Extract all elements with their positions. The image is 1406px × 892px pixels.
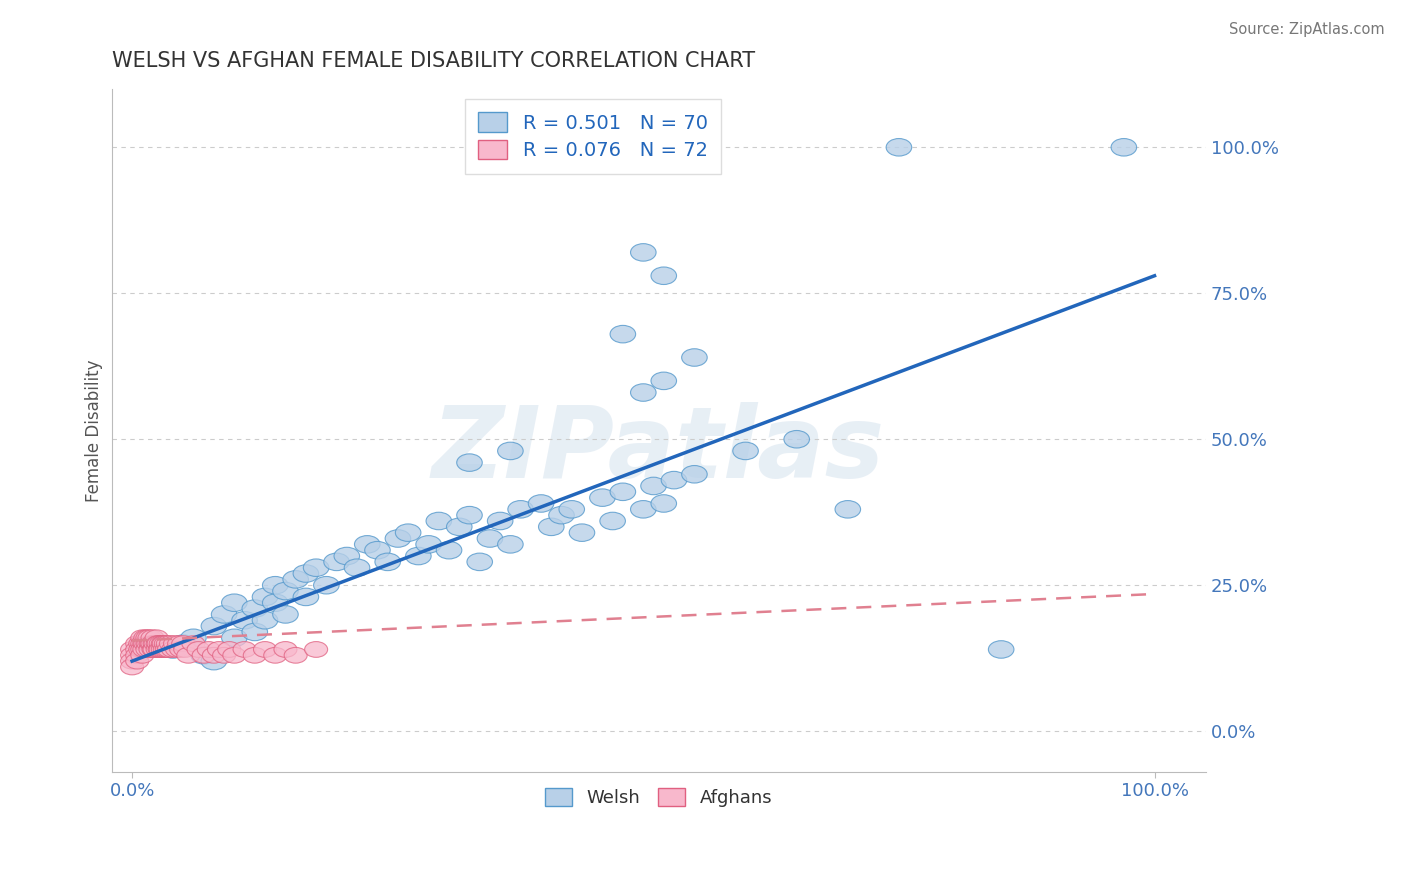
Text: Source: ZipAtlas.com: Source: ZipAtlas.com xyxy=(1229,22,1385,37)
Y-axis label: Female Disability: Female Disability xyxy=(86,359,103,501)
Text: WELSH VS AFGHAN FEMALE DISABILITY CORRELATION CHART: WELSH VS AFGHAN FEMALE DISABILITY CORREL… xyxy=(111,51,755,70)
Legend: Welsh, Afghans: Welsh, Afghans xyxy=(537,780,779,814)
Text: ZIPatlas: ZIPatlas xyxy=(432,402,886,500)
